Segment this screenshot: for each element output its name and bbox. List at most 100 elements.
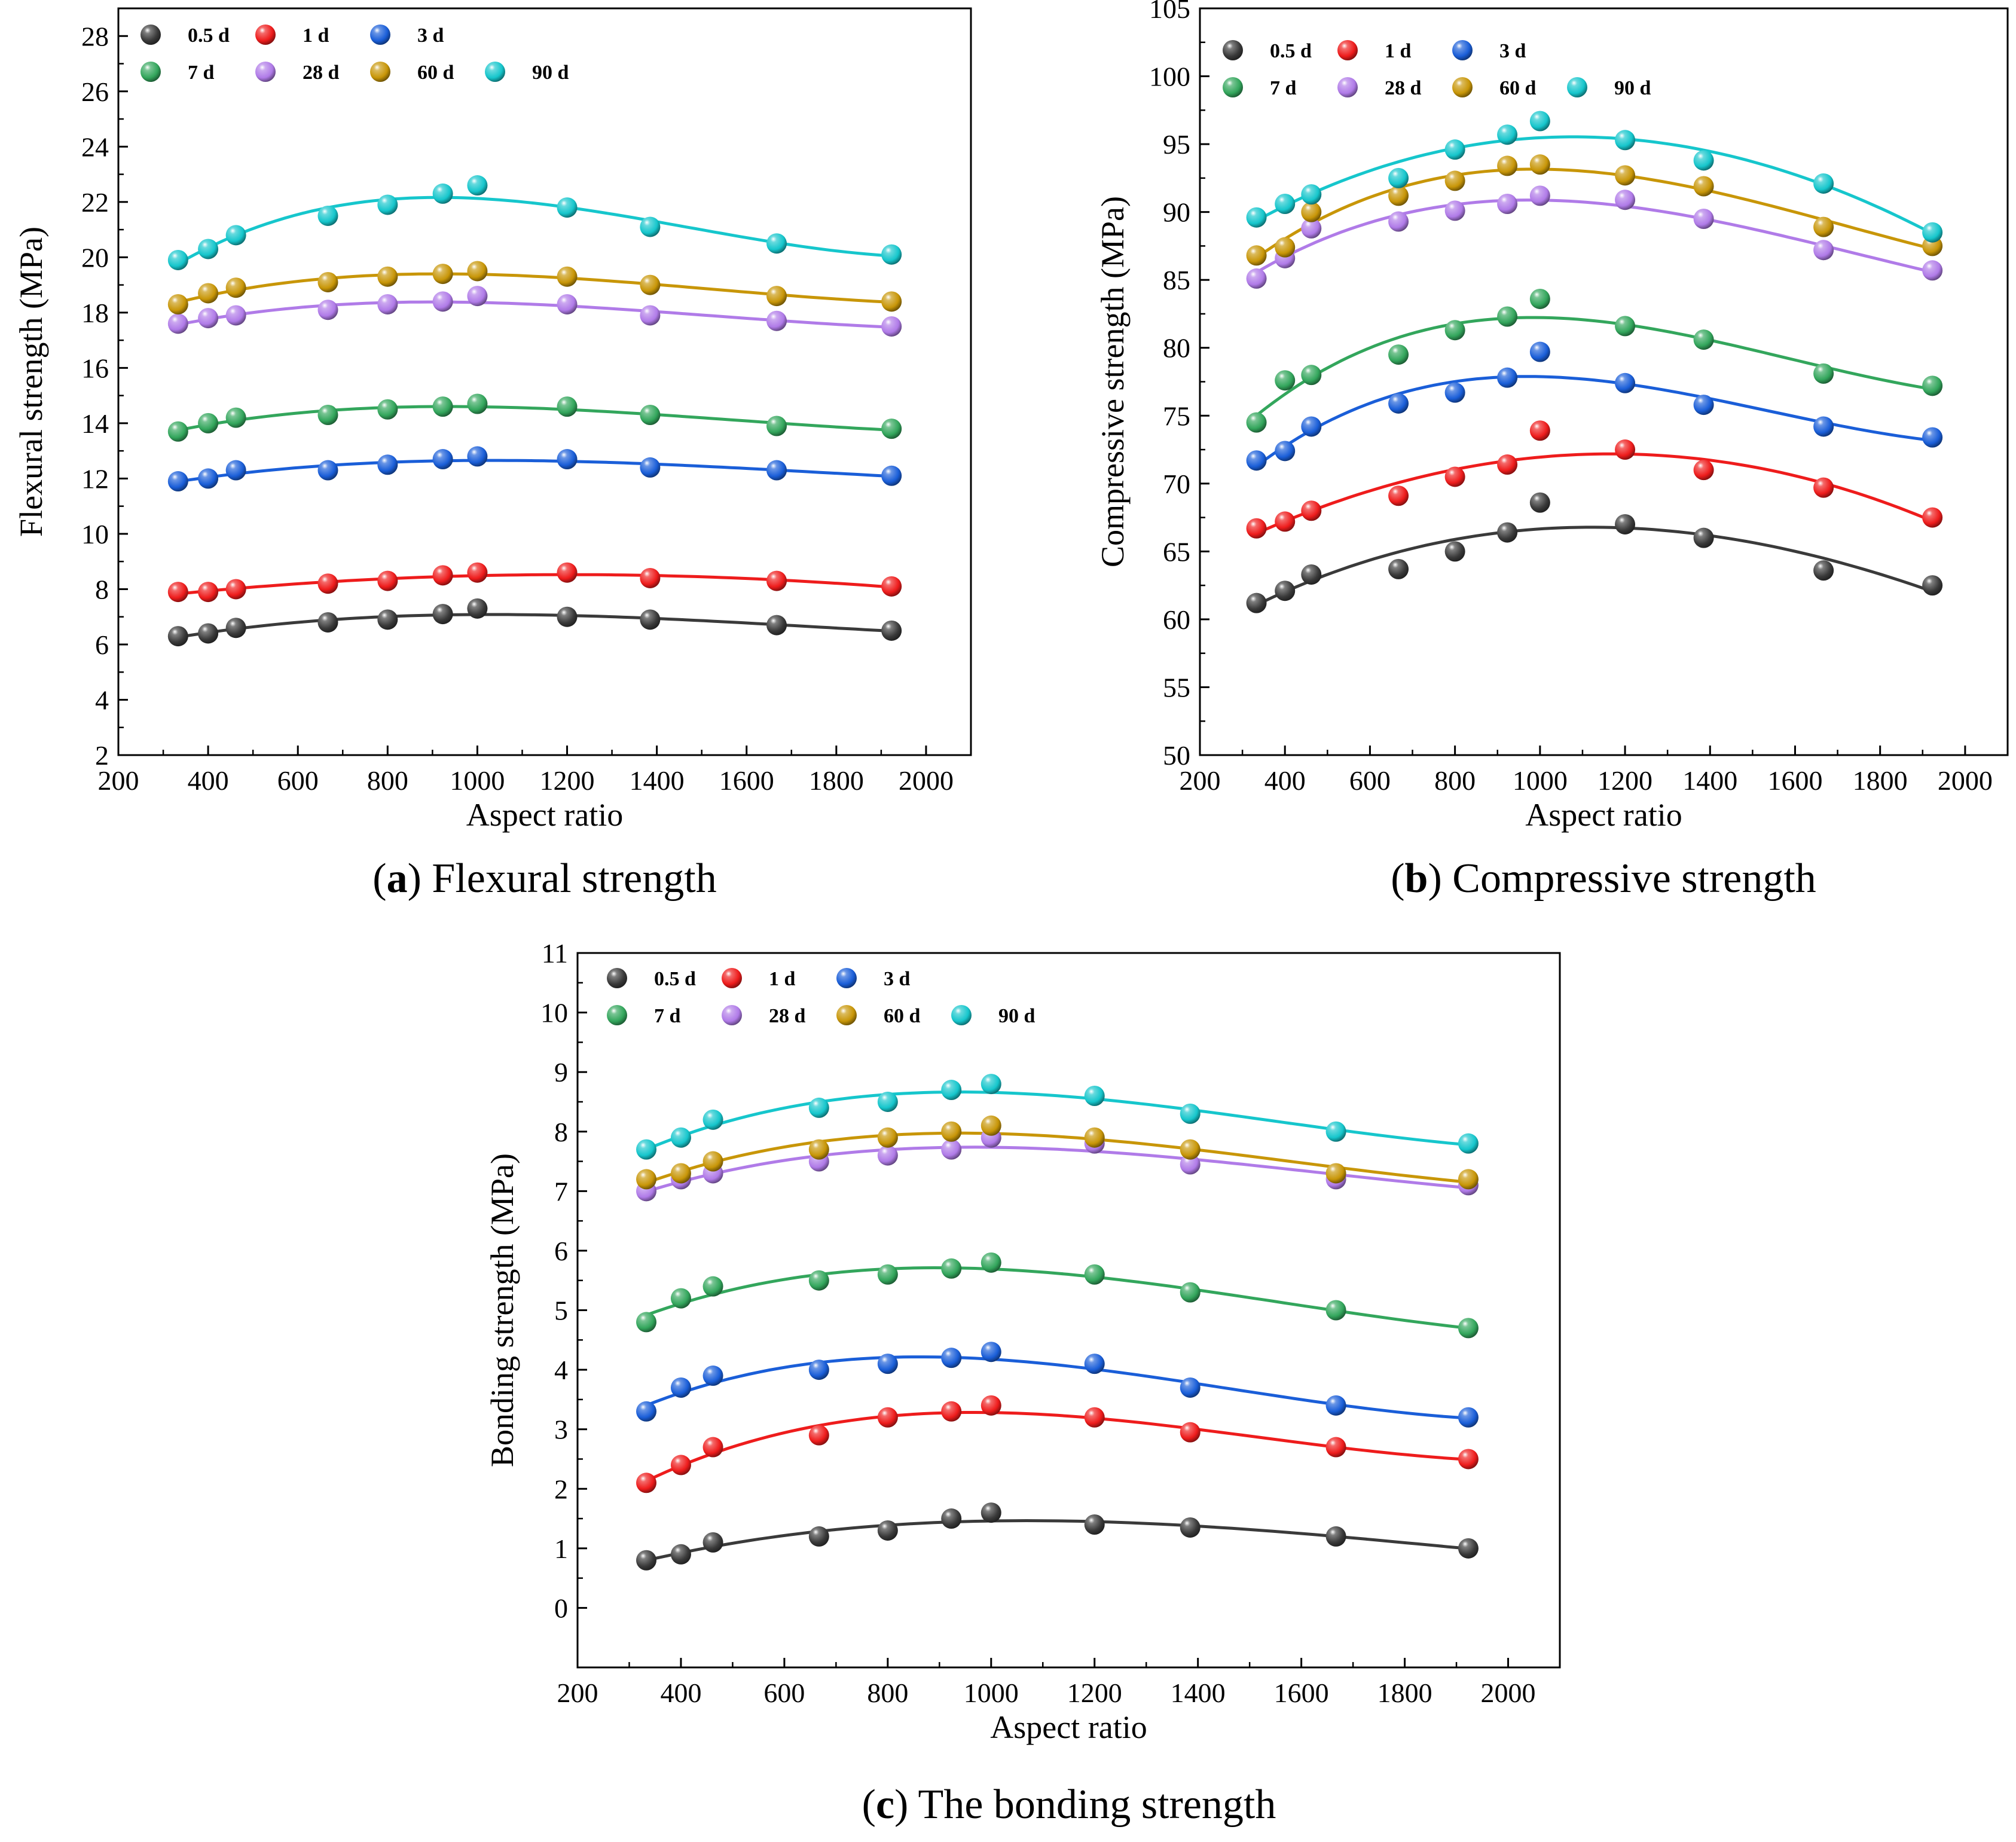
y-tick-label: 6 xyxy=(554,1236,568,1266)
y-tick-label: 8 xyxy=(554,1117,568,1147)
data-points xyxy=(1246,111,1943,613)
point-28-d xyxy=(881,316,902,337)
point-90-d xyxy=(980,1074,1001,1095)
point-60-d xyxy=(198,283,219,304)
x-tick-label: 1600 xyxy=(1274,1678,1329,1708)
point-0-5-d xyxy=(1615,514,1636,534)
point-0-5-d xyxy=(941,1508,962,1529)
point-28-d xyxy=(432,291,453,312)
point-1-d xyxy=(1388,485,1409,506)
point-3-d xyxy=(702,1366,723,1386)
point-60-d xyxy=(1444,170,1465,191)
point-3-d xyxy=(167,471,188,492)
point-90-d xyxy=(225,225,246,246)
point-1-d xyxy=(1615,439,1636,460)
x-tick-label: 1600 xyxy=(1767,765,1822,796)
point-0-5-d xyxy=(225,618,246,639)
point-7-d xyxy=(1246,412,1267,433)
point-60-d xyxy=(1693,176,1714,197)
point-60-d xyxy=(941,1121,962,1142)
panel-bonding-strength: 200 400 600 800 1000 1200 1400 1600 1800 2000 0 1 2 3… xyxy=(484,938,1561,1828)
point-7-d xyxy=(1922,375,1943,396)
legend-label-90-d: 90 d xyxy=(532,62,569,84)
point-90-d xyxy=(1693,150,1714,171)
x-tick-label: 1200 xyxy=(540,765,595,796)
point-7-d xyxy=(1301,365,1322,386)
y-tick-label: 2 xyxy=(95,740,109,771)
point-1-d xyxy=(467,562,488,583)
point-28-d xyxy=(1444,200,1465,221)
point-3-d xyxy=(1275,441,1296,462)
point-0-5-d xyxy=(467,598,488,619)
point-3-d xyxy=(557,449,578,470)
point-1-d xyxy=(670,1455,691,1476)
data-points xyxy=(167,175,902,647)
point-3-d xyxy=(636,1401,657,1422)
point-90-d xyxy=(1084,1086,1105,1106)
point-90-d xyxy=(377,194,398,215)
point-7-d xyxy=(198,413,219,433)
point-0-5-d xyxy=(1444,541,1465,562)
point-0-5-d xyxy=(980,1502,1001,1523)
point-3-d xyxy=(1180,1377,1201,1398)
y-axis-label: Compressive strength (MPa) xyxy=(1095,196,1131,567)
y-tick-label: 18 xyxy=(81,298,109,328)
legend-marker-0-5-d xyxy=(140,25,161,45)
point-7-d xyxy=(317,405,338,426)
point-1-d xyxy=(808,1425,829,1446)
point-7-d xyxy=(1084,1264,1105,1285)
x-tick-label: 400 xyxy=(188,765,229,796)
point-3-d xyxy=(1529,341,1550,362)
panel-caption: (a) Flexural strength xyxy=(372,856,716,902)
point-0-5-d xyxy=(670,1544,691,1565)
y-tick-label: 80 xyxy=(1163,333,1190,363)
point-90-d xyxy=(1388,167,1409,188)
point-60-d xyxy=(766,286,787,307)
point-7-d xyxy=(377,399,398,420)
point-7-d xyxy=(225,407,246,428)
legend-marker-28-d xyxy=(1337,77,1358,97)
legend: 0.5 d 1 d 3 d 7 d 28 d 60 d 90 d xyxy=(140,25,569,84)
y-tick-label: 105 xyxy=(1149,0,1190,24)
legend-marker-60-d xyxy=(1452,77,1473,97)
point-90-d xyxy=(877,1091,898,1112)
point-28-d xyxy=(1180,1154,1201,1175)
legend-label-60-d: 60 d xyxy=(1499,77,1537,99)
y-tick-label: 16 xyxy=(81,353,109,383)
y-tick-label: 85 xyxy=(1163,265,1190,295)
point-60-d xyxy=(1246,245,1267,266)
point-60-d xyxy=(1615,165,1636,186)
point-60-d xyxy=(808,1139,829,1160)
point-60-d xyxy=(1275,237,1296,258)
point-1-d xyxy=(766,570,787,591)
point-7-d xyxy=(1325,1300,1346,1321)
y-tick-label: 6 xyxy=(95,630,109,660)
legend-marker-3-d xyxy=(1452,40,1473,60)
point-60-d xyxy=(167,294,188,314)
legend-marker-3-d xyxy=(836,968,857,988)
legend-label-7-d: 7 d xyxy=(1270,77,1297,99)
point-3-d xyxy=(1444,382,1465,403)
legend-marker-7-d xyxy=(607,1005,627,1025)
point-90-d xyxy=(670,1127,691,1148)
x-tick-label: 400 xyxy=(1264,765,1306,796)
fit-line-28-d xyxy=(1256,198,1933,274)
point-3-d xyxy=(317,460,338,481)
point-1-d xyxy=(557,562,578,583)
point-1-d xyxy=(377,570,398,591)
point-0-5-d xyxy=(1180,1517,1201,1538)
y-tick-label: 70 xyxy=(1163,469,1190,499)
point-28-d xyxy=(377,294,398,314)
y-tick-label: 22 xyxy=(81,187,109,218)
point-60-d xyxy=(877,1127,898,1148)
point-7-d xyxy=(1693,329,1714,350)
point-60-d xyxy=(1301,201,1322,222)
y-tick-label: 8 xyxy=(95,574,109,604)
y-tick-label: 26 xyxy=(81,77,109,107)
y-tick-label: 60 xyxy=(1163,604,1190,635)
point-1-d xyxy=(1497,454,1518,475)
point-28-d xyxy=(1246,268,1267,289)
point-7-d xyxy=(467,393,488,414)
point-7-d xyxy=(432,396,453,417)
point-3-d xyxy=(1084,1354,1105,1374)
